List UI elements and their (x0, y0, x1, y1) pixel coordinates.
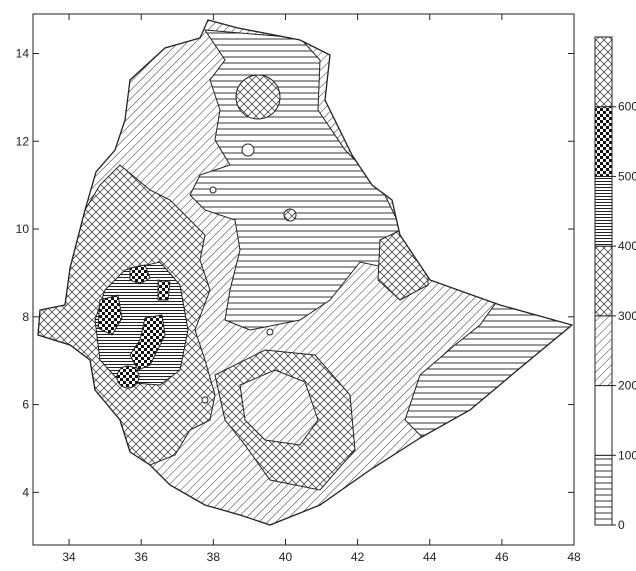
legend-band (594, 454, 613, 526)
y-tick-label: 4 (22, 485, 29, 499)
zone-checker-d (129, 264, 151, 285)
zone-small-island-3 (209, 186, 217, 194)
x-tick-label: 38 (207, 550, 221, 564)
plot-frame (32, 13, 575, 546)
legend-tick-label: 400 (618, 239, 636, 253)
x-tick-label: 36 (135, 550, 149, 564)
legend-band (594, 36, 613, 108)
x-tick-label: 48 (567, 550, 581, 564)
legend-tick-label: 500 (618, 169, 636, 183)
x-tick-label: 34 (62, 550, 76, 564)
legend-band (594, 175, 613, 247)
x-tick-label: 40 (279, 550, 293, 564)
zone-checker-e (157, 279, 171, 301)
legend-band (594, 385, 613, 456)
legend: 0 100 200 300 400 500 600 (594, 36, 636, 532)
x-tick-label: 46 (495, 550, 509, 564)
legend-band (594, 315, 613, 387)
y-tick-label: 14 (16, 46, 30, 60)
country-region (37, 19, 573, 526)
legend-tick-label: 0 (618, 518, 625, 532)
legend-band (594, 245, 613, 317)
y-tick-label: 6 (22, 398, 29, 412)
y-axis: 4 6 8 10 12 14 (16, 46, 574, 499)
y-tick-label: 8 (22, 310, 29, 324)
legend-tick-label: 600 (618, 100, 636, 114)
zone-checker-a (97, 294, 123, 336)
zone-north-blob-300-400 (235, 74, 281, 120)
zone-south-inner-200-300 (239, 369, 319, 446)
zone-small-island-4 (266, 328, 274, 336)
y-tick-label: 10 (16, 222, 30, 236)
zone-checker-b (129, 314, 166, 371)
zone-checker-c (116, 365, 140, 389)
x-axis: 34 36 38 40 42 44 46 48 (62, 14, 581, 564)
zone-small-island-5 (201, 396, 209, 404)
legend-tick-label: 300 (618, 309, 636, 323)
legend-tick-label: 200 (618, 379, 636, 393)
x-tick-label: 44 (423, 550, 437, 564)
x-tick-label: 42 (351, 550, 365, 564)
zone-small-island-2 (241, 143, 255, 157)
legend-band (594, 106, 613, 177)
legend-tick-label: 100 (618, 448, 636, 462)
zone-small-island-1 (283, 208, 297, 222)
y-tick-label: 12 (16, 134, 30, 148)
